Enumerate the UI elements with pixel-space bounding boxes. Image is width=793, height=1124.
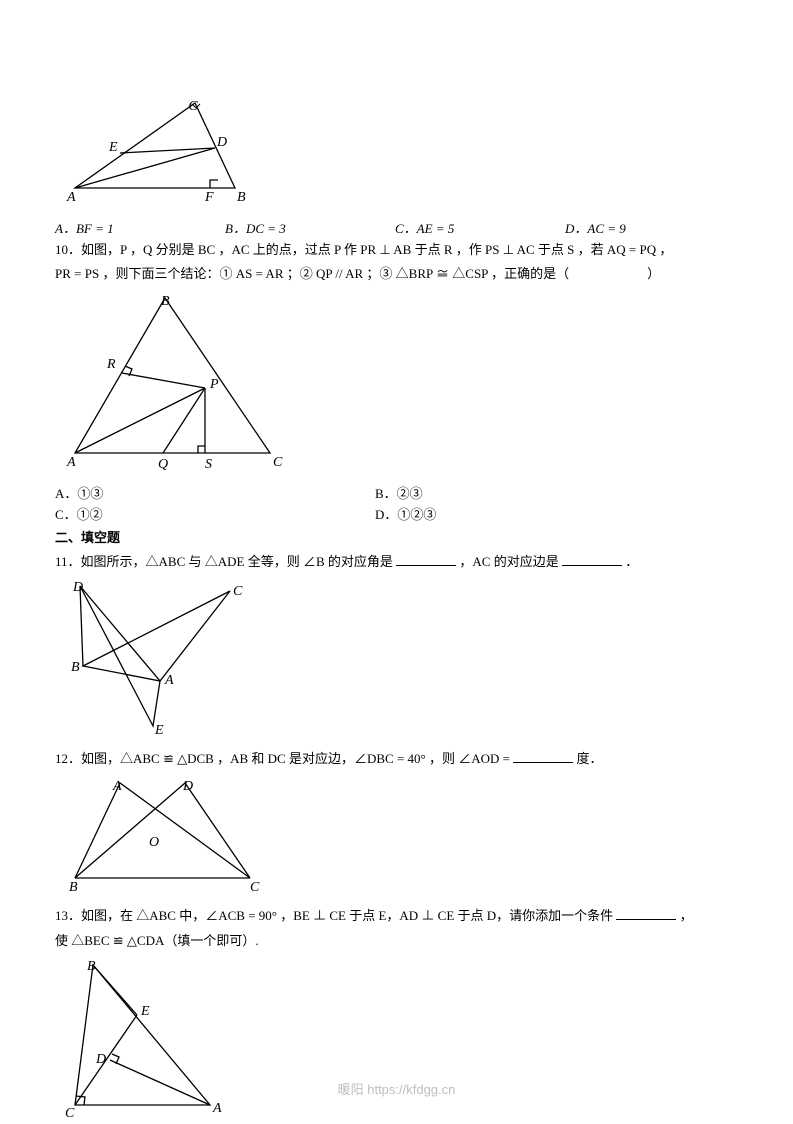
label-A13: A: [212, 1101, 222, 1116]
label-B11: B: [71, 660, 80, 675]
q13-line2: 使 △BEC ≌ △CDA（填一个即可）.: [55, 930, 738, 952]
label-B10: B: [161, 294, 170, 309]
page-footer: 暖阳 https://kfdgg.cn: [0, 1079, 793, 1098]
figure-q10: A B C P Q R S: [65, 293, 738, 475]
q9-opt-b: B．DC = 3: [225, 218, 395, 237]
q10-opt-c: C．①②: [55, 504, 375, 523]
label-A12: A: [112, 779, 122, 794]
label-D11: D: [72, 581, 83, 595]
label-D13: D: [95, 1052, 106, 1067]
q10-line2: PR = PS ，则下面三个结论：① AS = AR ；② QP // AR ；…: [55, 263, 738, 285]
label-A: A: [66, 190, 76, 205]
q9-opt-a: A．BF = 1: [55, 218, 225, 237]
q10-opt-a: A．①③: [55, 483, 375, 502]
label-Q10: Q: [158, 457, 168, 471]
label-F: F: [204, 190, 214, 205]
label-D12: D: [182, 779, 193, 794]
q11-mid: ，AC 的对应边是: [459, 554, 558, 569]
label-B: B: [237, 190, 246, 205]
q13-line1-pre: 13．如图，在 △ABC 中，∠ACB = 90° ，BE ⊥ CE 于点 E，…: [55, 908, 613, 923]
figure-q12-svg: B C A D O: [65, 778, 265, 893]
figure-q11: D C B A E: [65, 581, 738, 740]
label-C13: C: [65, 1106, 75, 1120]
label-B13: B: [87, 960, 96, 974]
label-C10: C: [273, 455, 283, 470]
label-E13: E: [140, 1004, 150, 1019]
q9-opt-c: C．AE = 5: [395, 218, 565, 237]
q12-text: 12．如图，△ABC ≌ △DCB ，AB 和 DC 是对应边，∠DBC = 4…: [55, 748, 738, 770]
label-E: E: [108, 140, 118, 155]
section-2-heading: 二、填空题: [55, 527, 738, 549]
q9-options: A．BF = 1 B．DC = 3 C．AE = 5 D．AC = 9: [55, 218, 738, 237]
q11-blank1[interactable]: [396, 553, 456, 566]
triangle-q9-svg: A B C D E F: [65, 98, 255, 206]
figure-q12: B C A D O: [65, 778, 738, 897]
label-C11: C: [233, 584, 243, 599]
q12-pre: 12．如图，△ABC ≌ △DCB ，AB 和 DC 是对应边，∠DBC = 4…: [55, 751, 513, 766]
figure-q11-svg: D C B A E: [65, 581, 250, 736]
label-A10: A: [66, 455, 76, 470]
label-B12: B: [69, 880, 78, 893]
q10-options-row1: A．①③ B．②③: [55, 483, 738, 502]
q11-text: 11．如图所示，△ABC 与 △ADE 全等，则 ∠B 的对应角是 ，AC 的对…: [55, 551, 738, 573]
q10-options-row2: C．①② D．①②③: [55, 504, 738, 523]
q10-opt-b: B．②③: [375, 483, 695, 502]
q13-line1: 13．如图，在 △ABC 中，∠ACB = 90° ，BE ⊥ CE 于点 E，…: [55, 905, 738, 927]
label-R10: R: [106, 357, 116, 372]
q11-pre: 11．如图所示，△ABC 与 △ADE 全等，则 ∠B 的对应角是: [55, 554, 393, 569]
triangle-q10-svg: A B C P Q R S: [65, 293, 290, 471]
label-O12: O: [149, 835, 159, 850]
q9-opt-d: D．AC = 9: [565, 218, 735, 237]
figure-q13: B C A E D: [65, 960, 738, 1124]
label-D: D: [216, 135, 227, 150]
q12-post: 度．: [576, 751, 602, 766]
q13-line1-post: ，: [680, 908, 693, 923]
q12-blank[interactable]: [513, 750, 573, 763]
q10-line1: 10．如图，P ，Q 分别是 BC ，AC 上的点，过点 P 作 PR ⊥ AB…: [55, 239, 738, 261]
figure-q9: A B C D E F: [65, 98, 738, 210]
label-P10: P: [209, 377, 219, 392]
label-A11: A: [164, 673, 174, 688]
label-E11: E: [154, 723, 164, 736]
q10-opt-d: D．①②③: [375, 504, 695, 523]
q11-blank2[interactable]: [562, 553, 622, 566]
label-S10: S: [205, 457, 212, 471]
q13-blank[interactable]: [616, 907, 676, 920]
q11-post: ．: [625, 554, 638, 569]
label-C12: C: [250, 880, 260, 893]
